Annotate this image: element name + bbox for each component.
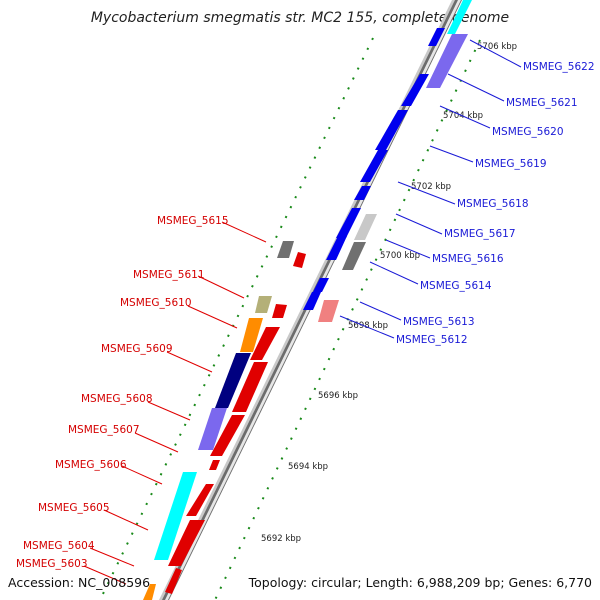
gene-label-5614[interactable]: MSMEG_5614 xyxy=(420,280,492,292)
gene-label-5616[interactable]: MSMEG_5616 xyxy=(432,253,504,265)
gene-label-5607[interactable]: MSMEG_5607 xyxy=(68,424,140,436)
gene-arrow-5611 xyxy=(272,304,287,318)
gene-block-5605 xyxy=(154,472,197,560)
gene-block-5608 xyxy=(198,408,227,450)
gene-block-5603 xyxy=(143,584,156,600)
gene-arrow-5616 xyxy=(326,236,347,260)
right-gene-labels: MSMEG_5622 MSMEG_5621 MSMEG_5620 MSMEG_5… xyxy=(339,39,595,346)
gene-arrow-red-4 xyxy=(186,484,214,516)
left-gene-labels: MSMEG_5615 MSMEG_5611 MSMEG_5610 MSMEG_5… xyxy=(16,215,267,585)
gene-block-5616-light xyxy=(354,214,377,240)
gene-block-5612 xyxy=(318,300,339,322)
tick-label: 5696 kbp xyxy=(318,391,358,401)
tick-label: 5706 kbp xyxy=(477,42,517,52)
gene-arrow-5619 xyxy=(375,110,408,150)
gene-label-5617[interactable]: MSMEG_5617 xyxy=(444,228,516,240)
gene-arrow-5620 xyxy=(401,74,429,106)
gene-block-5614 xyxy=(342,242,366,270)
gene-arrow-red-3 xyxy=(210,415,245,456)
gene-arrow-5615-a xyxy=(293,252,306,268)
gene-label-5622[interactable]: MSMEG_5622 xyxy=(523,61,595,73)
gene-block-5615 xyxy=(277,241,294,258)
gene-block-5609 xyxy=(215,353,251,408)
gene-label-5612[interactable]: MSMEG_5612 xyxy=(396,334,468,346)
gene-label-5605[interactable]: MSMEG_5605 xyxy=(38,502,110,514)
gene-block-5610 xyxy=(240,318,263,352)
gene-block-5622-top xyxy=(428,28,445,46)
tick-label: 5702 kbp xyxy=(411,182,451,192)
kbp-ticks: 5706 kbp 5704 kbp 5702 kbp 5700 kbp 5698… xyxy=(261,42,517,544)
gene-arrow-5613 xyxy=(313,278,329,292)
gene-label-5608[interactable]: MSMEG_5608 xyxy=(81,393,153,405)
gene-label-5603[interactable]: MSMEG_5603 xyxy=(16,558,88,570)
gene-arrow-red-1 xyxy=(250,327,280,360)
gene-label-5621[interactable]: MSMEG_5621 xyxy=(506,97,578,109)
map-title: Mycobacterium smegmatis str. MC2 155, co… xyxy=(91,10,509,26)
gene-block-5611 xyxy=(255,296,272,313)
gene-arrow-red-5 xyxy=(168,520,205,566)
gene-block-5621 xyxy=(426,34,468,88)
forward-strand-features xyxy=(143,241,306,600)
genome-summary-text: Topology: circular; Length: 6,988,209 bp… xyxy=(248,575,592,590)
gene-arrow-5604 xyxy=(165,568,182,594)
gene-label-5613[interactable]: MSMEG_5613 xyxy=(403,316,475,328)
gene-arrow-red-2 xyxy=(232,362,268,412)
gene-label-5611[interactable]: MSMEG_5611 xyxy=(133,269,205,281)
gene-label-5615[interactable]: MSMEG_5615 xyxy=(157,215,229,227)
tick-label: 5694 kbp xyxy=(288,462,328,472)
tick-label: 5692 kbp xyxy=(261,534,301,544)
accession-text: Accession: NC_008596 xyxy=(8,575,150,590)
gene-arrow-5613b xyxy=(303,292,321,310)
gene-label-5610[interactable]: MSMEG_5610 xyxy=(120,297,192,309)
gene-label-5618[interactable]: MSMEG_5618 xyxy=(457,198,529,210)
tick-label: 5700 kbp xyxy=(380,251,420,261)
gene-label-5606[interactable]: MSMEG_5606 xyxy=(55,459,127,471)
gene-label-5609[interactable]: MSMEG_5609 xyxy=(101,343,173,355)
tick-label: 5698 kbp xyxy=(348,321,388,331)
gene-arrow-5617a xyxy=(354,186,371,200)
reverse-strand-features xyxy=(303,0,472,322)
gene-label-5619[interactable]: MSMEG_5619 xyxy=(475,158,547,170)
gene-block-cyan-top xyxy=(447,0,472,34)
gene-arrow-5618 xyxy=(360,150,388,182)
gene-label-5604[interactable]: MSMEG_5604 xyxy=(23,540,95,552)
gene-arrow-5617b xyxy=(336,208,361,238)
gene-label-5620[interactable]: MSMEG_5620 xyxy=(492,126,564,138)
gene-arrow-5606 xyxy=(209,460,220,470)
scale-track-right xyxy=(214,39,481,600)
